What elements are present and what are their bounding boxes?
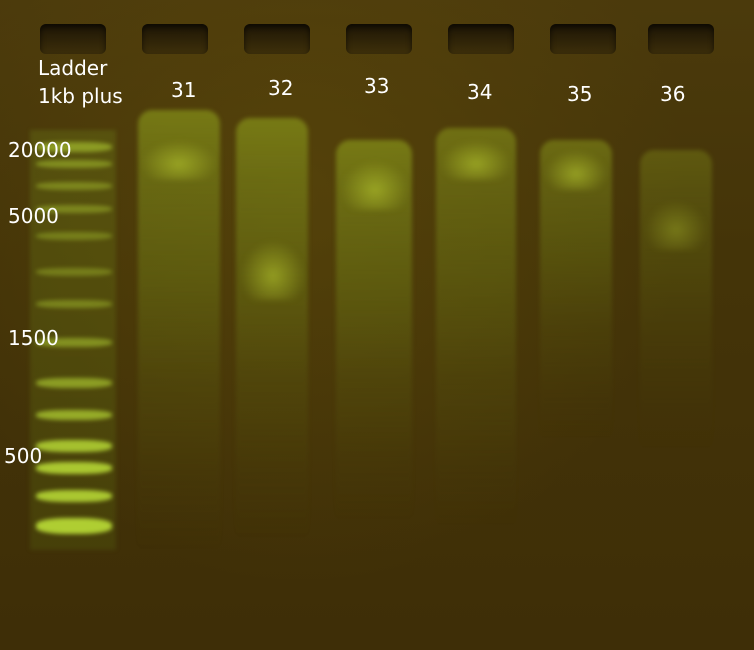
sample-lane-34 xyxy=(436,128,516,528)
sample-lane-36 xyxy=(640,150,712,450)
ladder-band xyxy=(36,300,112,308)
well-ladder xyxy=(40,24,106,54)
well-33 xyxy=(346,24,412,54)
lane-label-33: 33 xyxy=(364,74,390,98)
ladder-band xyxy=(36,518,112,534)
ladder-band xyxy=(36,338,112,347)
well-32 xyxy=(244,24,310,54)
lane-label-34: 34 xyxy=(467,80,493,104)
well-34 xyxy=(448,24,514,54)
well-31 xyxy=(142,24,208,54)
lane-label-32: 32 xyxy=(268,76,294,100)
ladder-band xyxy=(36,490,112,502)
lane-label-31: 31 xyxy=(171,78,197,102)
ladder-band xyxy=(36,205,112,213)
sample-lane-33-top xyxy=(340,160,410,210)
ladder-band xyxy=(36,410,112,420)
lane-label-36: 36 xyxy=(660,82,686,106)
ladder-lane xyxy=(30,130,116,550)
well-36 xyxy=(648,24,714,54)
ladder-band xyxy=(36,232,112,240)
ladder-band xyxy=(36,182,112,190)
ladder-band xyxy=(36,268,112,276)
ladder-band xyxy=(36,160,112,168)
ladder-band xyxy=(36,378,112,388)
ladder-band xyxy=(36,142,112,152)
sample-lane-32-top xyxy=(240,240,306,300)
ladder-title-line1: Ladder xyxy=(38,56,108,80)
marker-label-1500: 1500 xyxy=(8,326,59,350)
marker-label-5000: 5000 xyxy=(8,204,59,228)
marker-label-20000: 20000 xyxy=(8,138,72,162)
marker-label-500: 500 xyxy=(4,444,43,468)
sample-lane-36-top xyxy=(644,200,708,250)
sample-lane-34-top xyxy=(440,140,512,180)
sample-lane-35 xyxy=(540,140,612,440)
sample-lane-32 xyxy=(236,118,308,538)
well-35 xyxy=(550,24,616,54)
lane-label-35: 35 xyxy=(567,82,593,106)
sample-lane-31-top xyxy=(140,140,218,180)
ladder-title-line2: 1kb plus xyxy=(38,84,123,108)
sample-lane-35-top xyxy=(544,150,608,190)
ladder-band xyxy=(36,440,112,452)
sample-lane-31 xyxy=(138,110,220,550)
ladder-band xyxy=(36,462,112,474)
